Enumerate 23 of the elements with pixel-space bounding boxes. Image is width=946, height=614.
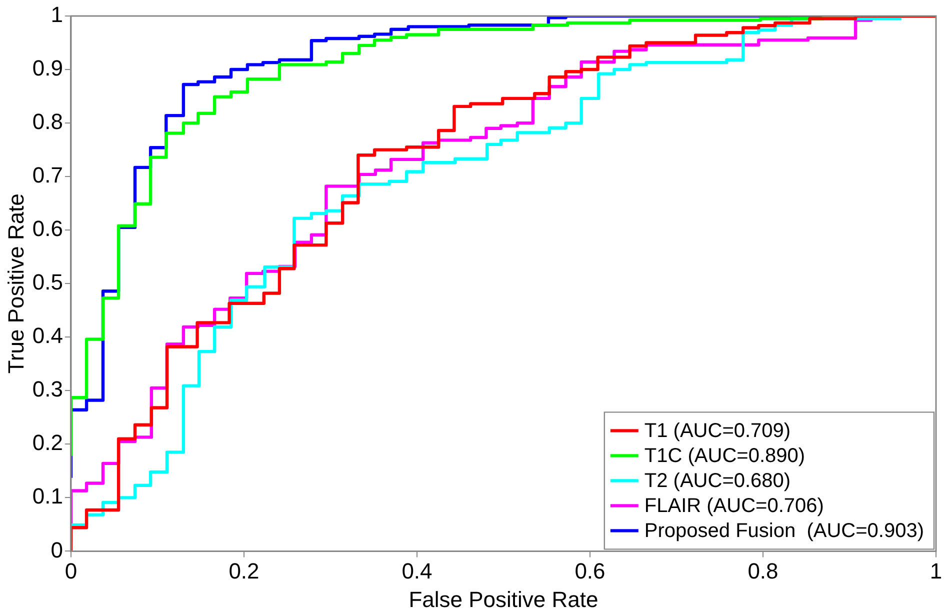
y-tick-label: 1 <box>50 2 63 28</box>
y-tick-label: 0.8 <box>32 109 63 134</box>
y-tick-label: 0.1 <box>32 484 63 509</box>
x-tick-label: 0.8 <box>748 558 778 584</box>
legend-label: T1 (AUC=0.709) <box>644 420 791 442</box>
y-tick-label: 0.9 <box>32 56 63 81</box>
legend-label: Proposed Fusion (AUC=0.903) <box>644 520 924 542</box>
x-tick-label: 0.2 <box>228 558 260 584</box>
legend-label: T1C (AUC=0.890) <box>644 445 806 468</box>
x-tick-label: 0.4 <box>402 558 432 584</box>
y-tick-label: 0 <box>50 537 63 562</box>
x-tick-label: 0.6 <box>574 558 606 584</box>
x-tick-label: 1 <box>930 558 942 584</box>
y-tick-label: 0.7 <box>32 162 63 188</box>
y-tick-label: 0.3 <box>32 376 63 402</box>
x-axis-title: False Positive Rate <box>408 586 598 612</box>
y-tick-label: 0.4 <box>32 323 63 348</box>
y-axis-title: True Positive Rate <box>3 194 28 374</box>
y-tick-label: 0.5 <box>32 270 63 295</box>
y-tick-label: 0.2 <box>32 430 63 456</box>
legend-label: FLAIR (AUC=0.706) <box>644 495 824 518</box>
legend-label: T2 (AUC=0.680) <box>644 470 791 492</box>
y-tick-label: 0.6 <box>32 216 63 242</box>
